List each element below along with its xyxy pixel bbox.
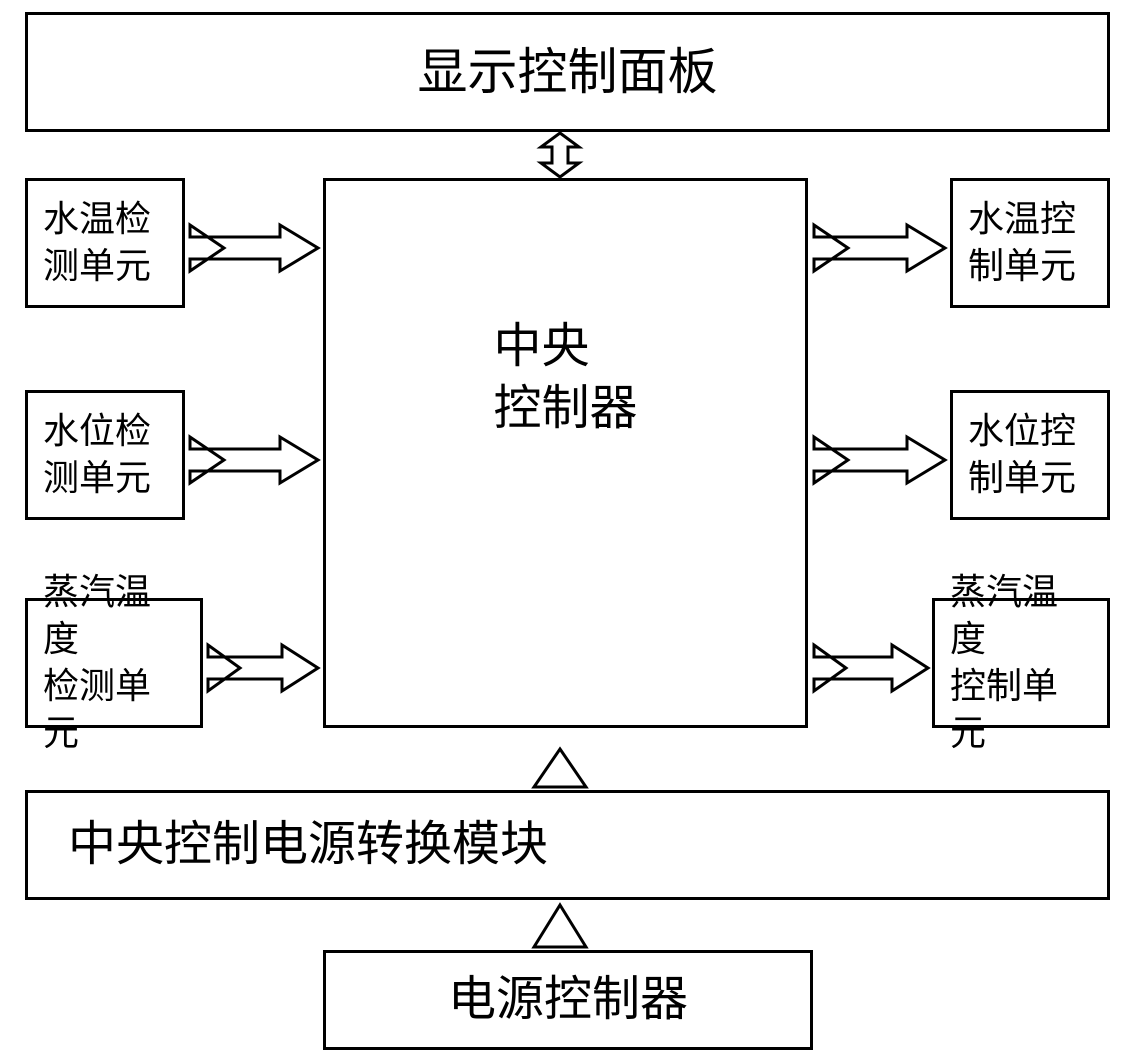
- arrow-right-2: [812, 425, 947, 495]
- central-controller-label: 中央 控制器: [493, 316, 637, 441]
- power-conversion-module: 中央控制电源转换模块: [25, 790, 1110, 900]
- water-level-ctrl-label: 水位控 制单元: [968, 408, 1076, 502]
- steam-temp-ctrl-unit: 蒸汽温度 控制单元: [932, 598, 1110, 728]
- arrow-left-2: [188, 425, 320, 495]
- up-arrow-mid: [534, 749, 586, 787]
- power-controller: 电源控制器: [323, 950, 813, 1050]
- bidir-arrow-top: [533, 133, 587, 177]
- power-ctrl-label: 电源控制器: [448, 969, 688, 1031]
- water-level-ctrl-unit: 水位控 制单元: [950, 390, 1110, 520]
- water-level-detect-label: 水位检 测单元: [43, 408, 151, 502]
- arrow-right-3: [812, 633, 930, 703]
- water-temp-detect-unit: 水温检 测单元: [25, 178, 185, 308]
- arrow-left-1: [188, 213, 320, 283]
- arrow-right-1: [812, 213, 947, 283]
- steam-temp-detect-label: 蒸汽温度 检测单元: [43, 569, 185, 756]
- display-control-panel: 显示控制面板: [25, 12, 1110, 132]
- water-temp-ctrl-label: 水温控 制单元: [968, 196, 1076, 290]
- water-level-detect-unit: 水位检 测单元: [25, 390, 185, 520]
- central-controller: 中央 控制器: [323, 178, 808, 728]
- water-temp-ctrl-unit: 水温控 制单元: [950, 178, 1110, 308]
- water-temp-detect-label: 水温检 测单元: [43, 196, 151, 290]
- steam-temp-ctrl-label: 蒸汽温度 控制单元: [950, 569, 1092, 756]
- arrow-left-3: [206, 633, 320, 703]
- up-arrow-bottom: [534, 905, 586, 947]
- steam-temp-detect-unit: 蒸汽温度 检测单元: [25, 598, 203, 728]
- display-panel-label: 显示控制面板: [418, 40, 718, 105]
- power-conv-label: 中央控制电源转换模块: [68, 814, 548, 876]
